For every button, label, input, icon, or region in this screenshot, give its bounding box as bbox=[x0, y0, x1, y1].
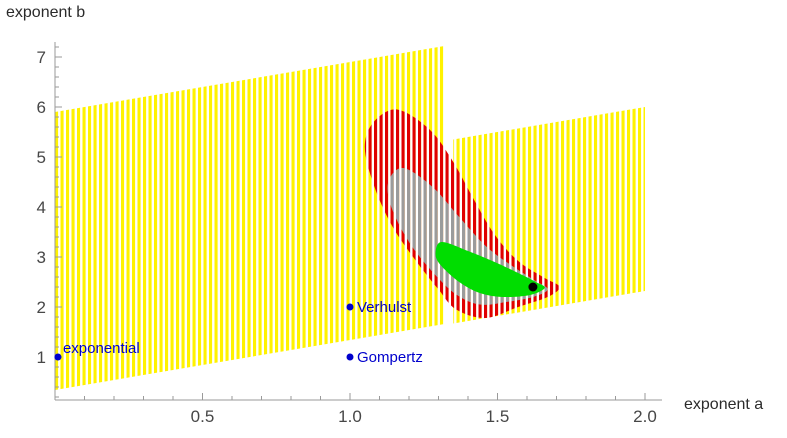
y-tick-label: 1 bbox=[37, 348, 46, 367]
y-tick-label: 5 bbox=[37, 148, 46, 167]
point-exponential bbox=[54, 353, 62, 361]
x-tick-label: 1.5 bbox=[486, 407, 510, 426]
point-label-verhulst: Verhulst bbox=[357, 299, 412, 316]
x-axis-title: exponent a bbox=[684, 396, 764, 413]
y-tick-label: 3 bbox=[37, 248, 46, 267]
y-tick-label: 7 bbox=[37, 48, 46, 67]
x-tick-label: 1.0 bbox=[338, 407, 362, 426]
point-label-exponential: exponential bbox=[63, 340, 140, 357]
point-best-fit-point bbox=[528, 282, 538, 292]
y-axis-title: exponent b bbox=[6, 4, 86, 21]
y-tick-label: 6 bbox=[37, 98, 46, 117]
point-gompertz bbox=[346, 353, 354, 361]
x-tick-label: 0.5 bbox=[191, 407, 215, 426]
green-confidence-region bbox=[435, 241, 545, 298]
y-tick-label: 2 bbox=[37, 298, 46, 317]
yellow-band-left bbox=[55, 46, 445, 390]
point-verhulst bbox=[346, 303, 354, 311]
point-label-gompertz: Gompertz bbox=[357, 349, 423, 366]
x-tick-label: 2.0 bbox=[633, 407, 657, 426]
y-tick-label: 4 bbox=[37, 198, 46, 217]
